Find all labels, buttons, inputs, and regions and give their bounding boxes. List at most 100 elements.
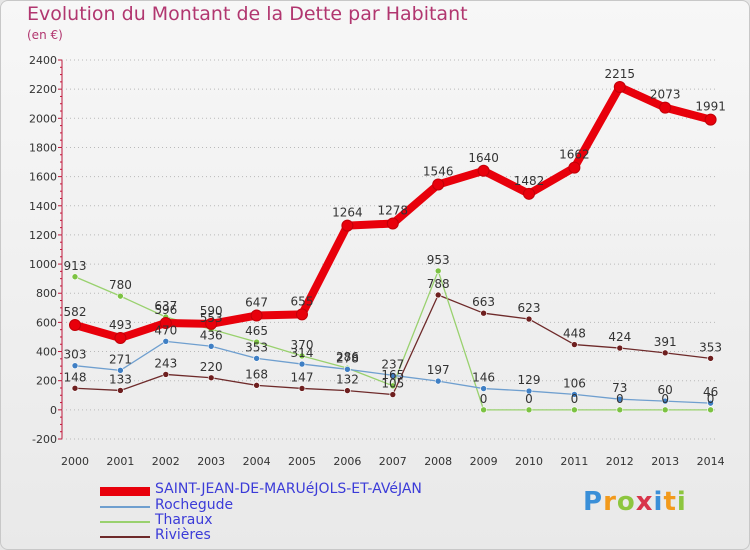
- legend-label: Tharaux: [155, 512, 213, 528]
- chart-title: Evolution du Montant de la Dette par Hab…: [27, 3, 468, 25]
- data-label: 220: [200, 360, 223, 374]
- data-label: 286: [336, 350, 359, 364]
- data-label: 0: [571, 392, 579, 406]
- data-label: 0: [707, 392, 715, 406]
- data-point: [71, 384, 79, 392]
- data-label: 353: [699, 340, 722, 354]
- data-label: 663: [472, 295, 495, 309]
- data-point: [250, 309, 263, 322]
- data-label: 0: [661, 392, 669, 406]
- data-point: [69, 319, 81, 332]
- x-tick-label: 2014: [697, 455, 725, 468]
- data-point: [432, 178, 445, 191]
- data-point: [344, 387, 351, 394]
- y-tick-label: 2200: [29, 83, 57, 96]
- x-tick-label: 2010: [515, 455, 543, 468]
- data-point: [162, 338, 170, 345]
- y-tick-label: -200: [32, 433, 57, 446]
- data-point: [616, 344, 624, 352]
- data-point: [661, 406, 669, 414]
- logo-letter: i: [676, 487, 687, 517]
- data-point: [205, 317, 218, 330]
- data-label: 1991: [695, 100, 726, 114]
- data-label: 237: [381, 357, 404, 371]
- x-tick-label: 2002: [152, 455, 180, 468]
- data-point: [616, 406, 624, 414]
- x-tick-label: 2013: [651, 455, 679, 468]
- data-point: [253, 382, 260, 389]
- data-point: [298, 360, 306, 368]
- proxiti-logo: Proxiti: [583, 487, 687, 517]
- x-tick-label: 2007: [379, 455, 407, 468]
- data-point: [523, 187, 535, 200]
- data-point: [253, 338, 260, 346]
- data-point: [525, 387, 533, 395]
- data-label: 168: [245, 367, 268, 381]
- data-label: 46: [703, 385, 718, 399]
- data-label: 0: [616, 392, 624, 406]
- data-point: [389, 391, 397, 398]
- data-point: [568, 161, 581, 174]
- data-point: [704, 113, 717, 126]
- logo-letter: o: [616, 487, 636, 517]
- data-point: [707, 399, 714, 407]
- data-point: [571, 406, 578, 414]
- y-tick-label: 2400: [29, 54, 57, 67]
- data-point: [389, 382, 397, 390]
- legend-swatch: [100, 536, 150, 538]
- data-point: [613, 80, 626, 93]
- y-tick-label: 1200: [29, 229, 57, 242]
- data-label: 129: [518, 373, 541, 387]
- x-tick-label: 2004: [243, 455, 271, 468]
- data-label: 391: [654, 335, 677, 349]
- y-tick-label: 2000: [29, 112, 57, 125]
- data-point: [298, 385, 306, 392]
- data-point: [344, 366, 351, 373]
- x-tick-label: 2008: [424, 455, 452, 468]
- data-point: [434, 267, 442, 275]
- logo-letter: x: [635, 487, 654, 517]
- data-label: 370: [291, 338, 314, 352]
- data-label: 470: [154, 323, 177, 337]
- y-tick-label: 0: [50, 404, 57, 417]
- data-label: 146: [472, 371, 495, 385]
- data-point: [571, 341, 578, 348]
- x-tick-label: 2012: [606, 455, 634, 468]
- x-tick-label: 2009: [470, 455, 498, 468]
- data-label: 105: [381, 377, 404, 391]
- legend-swatch: [100, 487, 150, 496]
- legend-label: SAINT-JEAN-DE-MARUéJOLS-ET-AVéJAN: [155, 481, 422, 497]
- data-label: 243: [154, 356, 177, 370]
- data-point: [477, 164, 490, 177]
- data-label: 647: [245, 296, 268, 310]
- data-label: 132: [336, 373, 359, 387]
- data-label: 165: [381, 368, 404, 382]
- data-label: 303: [64, 348, 87, 362]
- data-label: 314: [291, 346, 314, 360]
- data-point: [389, 371, 397, 379]
- y-tick-label: 600: [36, 316, 57, 329]
- data-label: 148: [64, 370, 87, 384]
- data-label: 913: [64, 259, 87, 273]
- data-label: 780: [109, 278, 132, 292]
- x-tick-label: 2003: [197, 455, 225, 468]
- data-label: 60: [658, 383, 673, 397]
- data-label: 448: [563, 327, 586, 341]
- x-tick-label: 2000: [61, 455, 89, 468]
- chart-subtitle: (en €): [27, 28, 63, 42]
- data-point: [480, 385, 487, 392]
- data-point: [480, 406, 487, 414]
- data-point: [296, 308, 308, 321]
- data-label: 353: [245, 340, 268, 354]
- data-point: [707, 406, 714, 414]
- data-point: [117, 387, 124, 394]
- data-point: [525, 406, 533, 414]
- data-point: [707, 355, 714, 362]
- data-label: 623: [518, 301, 541, 315]
- x-tick-label: 2011: [560, 455, 588, 468]
- data-point: [253, 355, 260, 362]
- y-tick-label: 1800: [29, 141, 57, 154]
- data-point: [616, 395, 624, 403]
- data-label: 953: [427, 253, 450, 267]
